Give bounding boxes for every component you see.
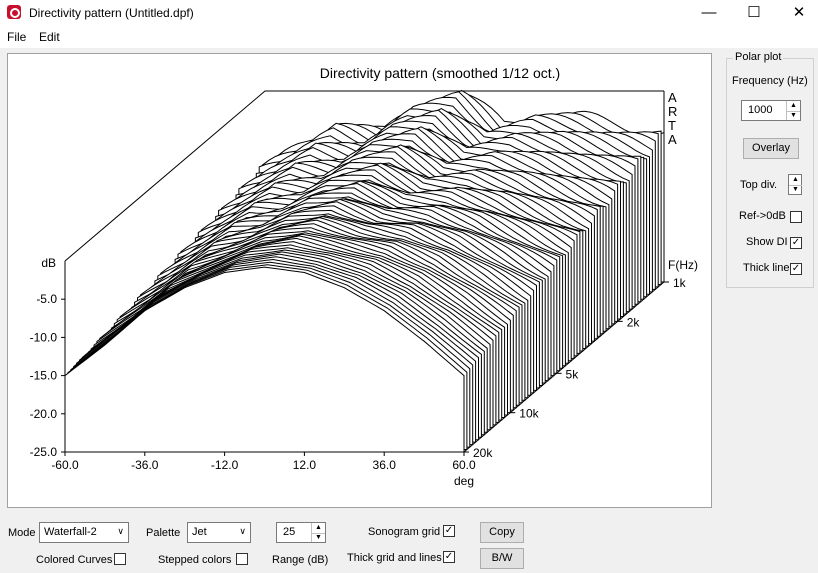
menu-edit[interactable]: Edit (39, 30, 60, 44)
frequency-spinner-arrows: ▲ ▼ (786, 101, 800, 120)
top-div-label: Top div. (740, 179, 778, 191)
thick-grid-checkbox[interactable]: ✓ (443, 551, 455, 563)
frequency-label: Frequency (Hz) (732, 75, 808, 87)
maximize-button[interactable]: ☐ (747, 4, 761, 21)
frequency-tick-label: 20k (473, 446, 493, 460)
stepped-colors-label: Stepped colors (158, 554, 232, 566)
frequency-tick-label: 1k (673, 276, 687, 290)
plot-axes: Directivity pattern (smoothed 1/12 oct.)… (30, 65, 698, 488)
stepped-colors-checkbox[interactable] (236, 553, 248, 565)
arta-watermark-letter: A (668, 132, 677, 147)
ref-0db-checkbox[interactable] (790, 211, 802, 223)
frequency-axis-unit: F(Hz) (668, 258, 698, 272)
polar-plot-group-label: Polar plot (733, 51, 784, 63)
frequency-up-arrow-icon[interactable]: ▲ (787, 101, 800, 112)
x-axis-unit: deg (454, 474, 474, 488)
frequency-tick-label: 5k (566, 367, 580, 381)
top-div-up-arrow-icon[interactable]: ▲ (789, 175, 802, 186)
chart-title: Directivity pattern (smoothed 1/12 oct.) (320, 65, 560, 81)
bw-button[interactable]: B/W (480, 548, 524, 569)
y-tick-label: -10.0 (30, 330, 58, 344)
y-tick-label: -5.0 (36, 292, 57, 306)
sonogram-grid-label: Sonogram grid (368, 526, 441, 538)
range-spinner-arrows: ▲ ▼ (311, 523, 325, 542)
arta-watermark-letter: T (668, 118, 676, 133)
copy-button[interactable]: Copy (480, 522, 524, 543)
close-button[interactable]: ✕ (792, 4, 806, 21)
directivity-waterfall-chart: Directivity pattern (smoothed 1/12 oct.)… (30, 65, 698, 488)
x-tick-label: 36.0 (373, 458, 397, 472)
ref-0db-label: Ref->0dB (739, 210, 786, 222)
frequency-down-arrow-icon[interactable]: ▼ (790, 111, 797, 119)
range-value: 25 (283, 526, 296, 538)
mode-label: Mode (8, 527, 36, 539)
thick-line-checkbox[interactable]: ✓ (790, 263, 802, 275)
arta-watermark-letter: R (668, 104, 677, 119)
frequency-value: 1000 (748, 104, 773, 116)
mode-value: Waterfall-2 (44, 526, 97, 538)
range-down-arrow-icon[interactable]: ▼ (315, 533, 322, 541)
x-tick-label: -36.0 (131, 458, 159, 472)
chevron-down-icon: ∨ (117, 526, 124, 536)
menu-bar: File Edit (0, 26, 818, 48)
polar-plot-group (726, 58, 814, 288)
palette-label: Palette (146, 527, 181, 539)
colored-curves-label: Colored Curves (36, 554, 113, 566)
top-div-down-arrow-icon[interactable]: ▼ (792, 185, 799, 193)
minimize-button[interactable]: — (701, 4, 717, 21)
range-spinner[interactable]: 25 ▲ ▼ (276, 522, 326, 543)
frequency-spinner[interactable]: 1000 ▲ ▼ (741, 100, 801, 121)
window-title: Directivity pattern (Untitled.dpf) (29, 6, 194, 20)
y-tick-label: -25.0 (30, 445, 58, 459)
thick-line-label: Thick line (743, 262, 790, 274)
sonogram-grid-checkbox[interactable]: ✓ (443, 525, 455, 537)
top-div-spinner[interactable]: ▲ ▼ (788, 174, 802, 195)
title-bar: Directivity pattern (Untitled.dpf) — ☐ ✕ (0, 0, 818, 26)
show-di-label: Show DI (746, 236, 788, 248)
arta-watermark-letter: A (668, 90, 677, 105)
y-tick-label: -15.0 (30, 369, 58, 383)
waterfall-curve (64, 266, 465, 453)
show-di-checkbox[interactable]: ✓ (790, 237, 802, 249)
thick-grid-label: Thick grid and lines (347, 552, 442, 564)
frequency-tick-label: 2k (627, 315, 641, 329)
y-axis-unit: dB (41, 256, 56, 270)
x-tick-label: 60.0 (452, 458, 476, 472)
x-tick-label: -60.0 (51, 458, 79, 472)
x-tick-label: 12.0 (293, 458, 317, 472)
frequency-axis-line (463, 281, 665, 453)
frequency-tick-label: 10k (519, 407, 539, 421)
axis-back-frame (64, 90, 664, 262)
palette-value: Jet (192, 526, 207, 538)
chevron-down-icon: ∨ (239, 526, 246, 536)
range-up-arrow-icon[interactable]: ▲ (312, 523, 325, 534)
menu-file[interactable]: File (7, 30, 27, 44)
colored-curves-checkbox[interactable] (114, 553, 126, 565)
range-label: Range (dB) (272, 554, 329, 566)
waterfall-curves (64, 89, 665, 453)
arta-app-icon (7, 5, 21, 19)
palette-select[interactable]: Jet ∨ (187, 522, 251, 543)
plot-area: Directivity pattern (smoothed 1/12 oct.)… (7, 53, 712, 508)
x-tick-label: -12.0 (211, 458, 239, 472)
mode-select[interactable]: Waterfall-2 ∨ (39, 522, 129, 543)
overlay-button[interactable]: Overlay (743, 138, 799, 159)
y-tick-label: -20.0 (30, 407, 58, 421)
